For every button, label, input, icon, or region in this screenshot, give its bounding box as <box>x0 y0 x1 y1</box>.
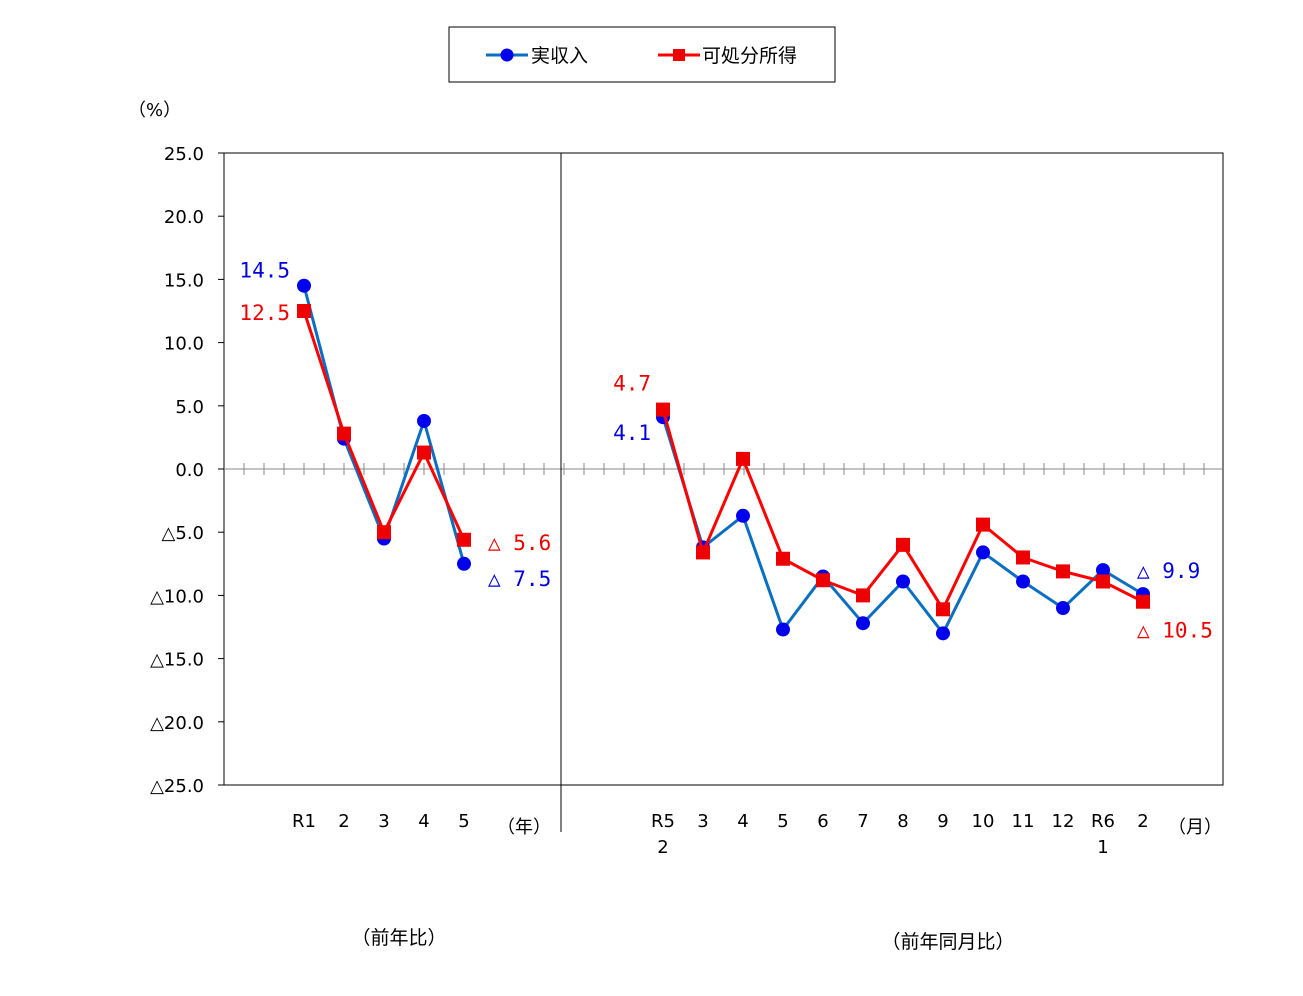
data-label-disposable: 4.7 <box>613 372 651 396</box>
panel-section-label: （前年比） <box>351 927 446 949</box>
data-point-disposable <box>736 451 750 466</box>
y-tick-label: 10.0 <box>164 334 204 355</box>
category-label: 8 <box>897 811 908 832</box>
data-point-income <box>856 616 870 631</box>
category-label: 5 <box>777 811 788 832</box>
category-label: 2 <box>1137 811 1148 832</box>
data-point-income <box>1056 601 1070 616</box>
data-label-disposable: 12.5 <box>239 301 290 325</box>
data-point-disposable <box>656 402 670 417</box>
data-point-disposable <box>976 517 990 532</box>
axes: 25.0 20.0 15.0 10.0 5.0 0.0 △5.0 △10.0 △15.0 △20.… <box>150 144 1223 953</box>
panel-section-label: （前年同月比） <box>881 931 1014 953</box>
plot-series <box>297 278 1150 641</box>
data-point-disposable <box>856 588 870 603</box>
data-label-income: 14.5 <box>239 259 290 283</box>
data-point-disposable <box>1056 564 1070 579</box>
data-point-disposable <box>1096 574 1110 589</box>
data-point-income <box>776 622 790 637</box>
y-tick-label: △20.0 <box>150 713 204 734</box>
legend: 実収入 可処分所得 <box>448 26 836 83</box>
data-label-disposable: △ 10.5 <box>1137 619 1213 643</box>
y-tick-label: △5.0 <box>162 523 204 544</box>
y-axis-unit: （%） <box>128 100 181 121</box>
data-point-disposable <box>896 537 910 552</box>
data-point-disposable <box>377 525 391 540</box>
category-label: 6 <box>817 811 828 832</box>
y-tick-label: △15.0 <box>150 650 204 671</box>
data-point-disposable <box>1136 594 1150 609</box>
data-point-disposable <box>337 426 351 441</box>
data-point-income <box>736 508 750 523</box>
data-point-income <box>1016 574 1030 589</box>
category-label: 9 <box>937 811 948 832</box>
data-label-income: △ 9.9 <box>1137 559 1200 583</box>
data-point-disposable <box>776 551 790 566</box>
category-label: 4 <box>737 811 748 832</box>
y-tick-label: 25.0 <box>164 144 204 165</box>
data-point-disposable <box>816 573 830 588</box>
category-label: 5 <box>458 811 469 832</box>
y-tick-label: △10.0 <box>150 586 204 607</box>
data-point-income <box>297 278 311 293</box>
category-label-line2: 2 <box>657 837 668 858</box>
legend-entry-disposable: 可処分所得 <box>702 45 797 67</box>
data-point-disposable <box>936 602 950 617</box>
data-label-income: 4.1 <box>613 421 651 445</box>
category-label-line2: 1 <box>1097 837 1108 858</box>
data-point-disposable <box>457 532 471 547</box>
category-label: R6 <box>1091 811 1115 832</box>
x-axis-unit: （月） <box>1168 817 1222 838</box>
category-label: 10 <box>972 811 995 832</box>
category-label: 2 <box>338 811 349 832</box>
data-point-income <box>936 626 950 641</box>
legend-entry-income: 実収入 <box>531 45 588 67</box>
y-tick-label: 5.0 <box>175 397 204 418</box>
category-label: 11 <box>1012 811 1035 832</box>
data-label-income: △ 7.5 <box>488 567 551 591</box>
data-point-income <box>896 574 910 589</box>
y-tick-label: 0.0 <box>175 460 204 481</box>
y-tick-label: 20.0 <box>164 207 204 228</box>
category-label: 12 <box>1052 811 1075 832</box>
data-point-income <box>1096 563 1110 578</box>
data-point-income <box>976 545 990 560</box>
data-point-disposable <box>297 304 311 318</box>
y-tick-label: 15.0 <box>164 270 204 291</box>
category-label: R1 <box>292 811 316 832</box>
legend-swatch-disposable-marker <box>673 49 685 61</box>
legend-swatch-income-marker <box>500 48 514 62</box>
data-label-disposable: △ 5.6 <box>488 531 551 555</box>
data-labels: 14.5 12.5 △ 5.6 △ 7.5 4.7 4.1 △ 9.9 △ 10.5 <box>239 259 1212 643</box>
data-point-income <box>457 556 471 571</box>
data-point-disposable <box>417 445 431 460</box>
category-label: 4 <box>418 811 429 832</box>
x-axis-unit: （年） <box>497 817 551 838</box>
category-label: 3 <box>697 811 708 832</box>
category-label: R5 <box>651 811 675 832</box>
data-point-income <box>417 413 431 428</box>
data-point-disposable <box>696 545 710 560</box>
y-tick-label: △25.0 <box>150 776 204 797</box>
category-label: 7 <box>857 811 868 832</box>
data-point-disposable <box>1016 550 1030 565</box>
category-label: 3 <box>378 811 389 832</box>
